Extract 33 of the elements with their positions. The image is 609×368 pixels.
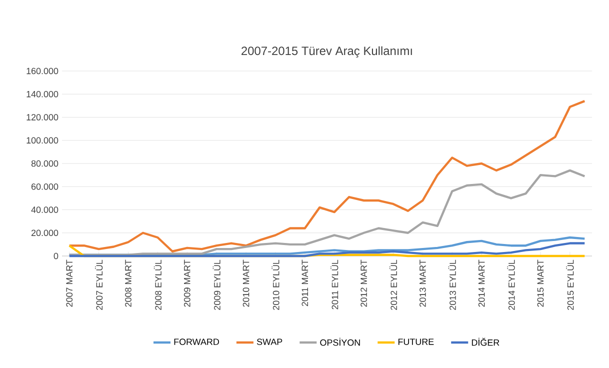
x-tick-label: 2013 EYLÜL: [448, 260, 456, 310]
x-tick-label: 2013 MART: [420, 260, 426, 307]
x-tick-label: 2012 EYLÜL: [389, 260, 398, 310]
y-tick-label: 40.000: [31, 206, 58, 213]
y-tick-label: 140.000: [26, 90, 58, 98]
y-tick-label: 60.000: [32, 183, 58, 190]
x-tick-label: 2009 EYLÜL: [212, 260, 220, 310]
legend-label: DİĞER: [472, 338, 500, 346]
chart-title: 2007-2015 Türev Araç Kullanımı: [242, 46, 412, 58]
x-tick-label: 2015 EYLÜL: [566, 260, 574, 310]
x-tick-label: 2009 MART: [184, 260, 190, 307]
legend-label: OPSİYON: [320, 338, 360, 346]
y-tick-label: 20.000: [32, 230, 58, 236]
x-tick-label: 2010 EYLÜL: [272, 260, 280, 310]
x-tick-label: 2015 MART: [537, 260, 544, 307]
y-tick-label: 0: [54, 252, 58, 260]
x-tick-label: 2008 MART: [125, 260, 132, 307]
x-tick-label: 2011 EYLÜL: [330, 260, 338, 310]
x-tick-label: 2014 MART: [478, 260, 485, 307]
x-tick-label: 2007 EYLÜL: [95, 260, 103, 310]
legend-label: SWAP: [256, 338, 282, 346]
legend-label: FUTURE: [398, 338, 434, 345]
y-tick-label: 160.000: [26, 68, 58, 74]
legend-label: FORWARD: [174, 338, 219, 346]
y-tick-label: 120.000: [26, 114, 58, 120]
x-tick-label: 2012 MART: [360, 260, 367, 307]
x-tick-label: 2014 EYLÜL: [507, 260, 515, 310]
x-tick-label: 2010 MART: [242, 260, 250, 307]
y-tick-label: 100.000: [26, 137, 58, 144]
x-tick-label: 2011 MART: [302, 260, 308, 306]
y-tick-label: 80.000: [31, 160, 58, 167]
x-tick-label: 2007 MART: [66, 260, 73, 307]
x-tick-label: 2008 EYLÜL: [154, 260, 162, 310]
